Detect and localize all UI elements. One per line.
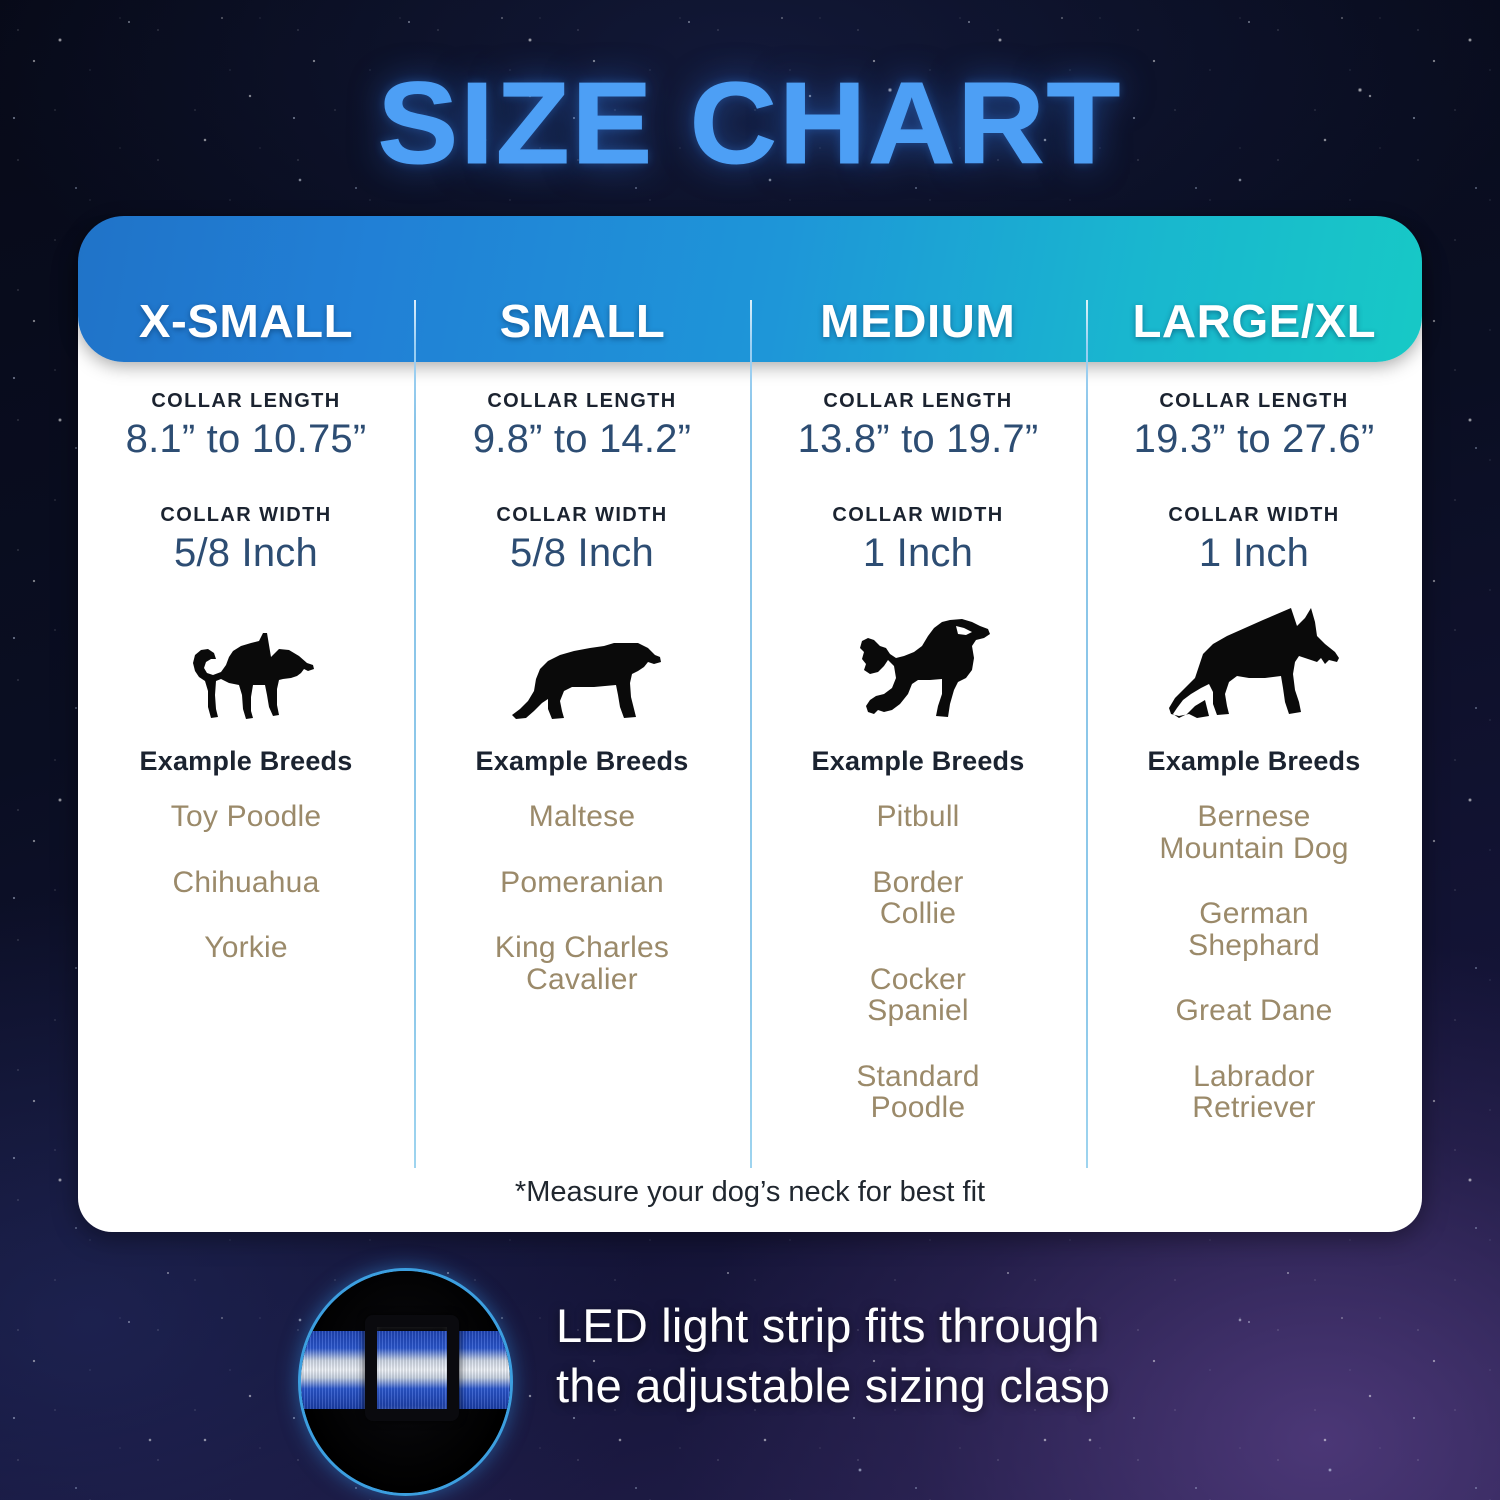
column-small: COLLAR LENGTH 9.8” to 14.2” COLLAR WIDTH… [414, 362, 750, 1232]
photo-background [301, 1271, 510, 1493]
header-cell-xsmall[interactable]: X-SMALL [78, 216, 414, 362]
german-shepherd-silhouette-icon [1165, 606, 1343, 724]
header-cell-large-xl[interactable]: LARGE/XL [1086, 216, 1422, 362]
collar-width-label-large-xl: COLLAR WIDTH [1168, 504, 1340, 526]
collar-width-value-medium: 1 Inch [862, 531, 974, 575]
breed-line: Border [872, 865, 964, 899]
collar-width-label-xsmall: COLLAR WIDTH [160, 504, 332, 526]
breed-item: Standard Poodle [856, 1059, 980, 1124]
collar-width-label-medium: COLLAR WIDTH [832, 504, 1004, 526]
size-label-medium: MEDIUM [820, 295, 1016, 347]
led-caption-line2: the adjustable sizing clasp [556, 1359, 1111, 1413]
size-label-large-xl: LARGE/XL [1132, 295, 1376, 347]
breed-item: King Charles Cavalier [495, 932, 669, 995]
breed-item: Pomeranian [500, 865, 664, 899]
breed-line: Cocker [869, 962, 967, 996]
breed-item: Pitbull [876, 801, 959, 833]
size-label-xsmall: X-SMALL [138, 295, 354, 347]
breed-list-medium: Pitbull Border Collie Cocker Spaniel Sta… [856, 801, 979, 1124]
breed-list-large-xl: Bernese Mountain Dog German Shephard Gre… [1159, 801, 1348, 1124]
page-title: SIZE CHART [377, 58, 1123, 189]
breed-item: Labrador Retriever [1192, 1059, 1316, 1124]
breed-line: Labrador [1193, 1059, 1315, 1093]
column-divider-1 [414, 300, 416, 1168]
collar-length-label-medium: COLLAR LENGTH [823, 390, 1013, 412]
breeds-title-large-xl: Example Breeds [1147, 746, 1361, 776]
poodle-silhouette-icon [838, 606, 998, 724]
collar-length-label-small: COLLAR LENGTH [487, 390, 677, 412]
breed-list-xsmall: Toy Poodle Chihuahua Yorkie [171, 801, 321, 964]
header-cell-medium[interactable]: MEDIUM [750, 216, 1086, 362]
breed-item: Cocker Spaniel [867, 962, 969, 1027]
collar-length-label-xsmall: COLLAR LENGTH [151, 390, 341, 412]
collar-length-value-large-xl: 19.3” to 27.6” [1133, 417, 1375, 461]
collar-length-value-xsmall: 8.1” to 10.75” [125, 417, 367, 461]
collar-length-label-large-xl: COLLAR LENGTH [1159, 390, 1349, 412]
breeds-title-medium: Example Breeds [811, 746, 1025, 776]
breed-line: King Charles [494, 931, 670, 964]
breed-line: Bernese [1197, 800, 1311, 833]
breed-item: German Shephard [1188, 898, 1320, 961]
measure-footnote: *Measure your dog’s neck for best fit [514, 1176, 986, 1208]
breed-item: Maltese [529, 801, 635, 833]
collar-width-label-small: COLLAR WIDTH [496, 504, 668, 526]
spaniel-silhouette-icon [498, 606, 666, 724]
collar-clasp-photo [298, 1268, 513, 1496]
column-medium: COLLAR LENGTH 13.8” to 19.7” COLLAR WIDT… [750, 362, 1086, 1232]
breed-line: Toy Poodle [170, 800, 322, 833]
column-divider-3 [1086, 300, 1088, 1168]
breed-item: Yorkie [204, 932, 287, 964]
breed-line: Chihuahua [172, 865, 320, 899]
breed-item: Chihuahua [172, 865, 320, 899]
breed-line: Yorkie [204, 931, 288, 964]
breed-list-small: Maltese Pomeranian King Charles Cavalier [495, 801, 669, 995]
collar-length-value-small: 9.8” to 14.2” [472, 417, 692, 461]
breed-line: Maltese [528, 800, 636, 833]
led-caption: LED light strip fits through the adjusta… [556, 1296, 1256, 1416]
breed-line: Poodle [870, 1091, 966, 1124]
column-large-xl: COLLAR LENGTH 19.3” to 27.6” COLLAR WIDT… [1086, 362, 1422, 1232]
breed-line: German [1199, 897, 1309, 930]
chihuahua-silhouette-icon [171, 606, 321, 724]
collar-width-value-xsmall: 5/8 Inch [174, 531, 318, 575]
breed-line: Cavalier [526, 962, 638, 996]
collar-strap [301, 1331, 510, 1409]
collar-width-value-large-xl: 1 Inch [1198, 531, 1310, 575]
size-label-small: SMALL [499, 295, 665, 347]
breeds-title-xsmall: Example Breeds [139, 746, 353, 776]
column-divider-2 [750, 300, 752, 1168]
breed-item: Toy Poodle [171, 801, 321, 833]
breed-line: Standard [856, 1059, 980, 1093]
breed-line: Retriever [1192, 1091, 1316, 1124]
led-caption-line1: LED light strip fits through [556, 1299, 1100, 1352]
breed-line: Great Dane [1175, 994, 1333, 1027]
breed-line: Spaniel [867, 994, 969, 1027]
breeds-title-small: Example Breeds [475, 746, 689, 776]
breed-line: Collie [879, 897, 957, 930]
breed-item: Border Collie [872, 865, 964, 930]
breed-item: Great Dane [1175, 995, 1332, 1027]
column-xsmall: COLLAR LENGTH 8.1” to 10.75” COLLAR WIDT… [78, 362, 414, 1232]
breed-line: Shephard [1188, 928, 1320, 962]
breed-line: Pomeranian [500, 865, 664, 899]
collar-width-value-small: 5/8 Inch [510, 531, 654, 575]
breed-item: Bernese Mountain Dog [1159, 801, 1348, 864]
header-cell-small[interactable]: SMALL [414, 216, 750, 362]
breed-line: Mountain Dog [1159, 831, 1349, 865]
sizing-clasp [365, 1315, 459, 1421]
collar-length-value-medium: 13.8” to 19.7” [797, 417, 1039, 461]
breed-line: Pitbull [876, 800, 960, 833]
